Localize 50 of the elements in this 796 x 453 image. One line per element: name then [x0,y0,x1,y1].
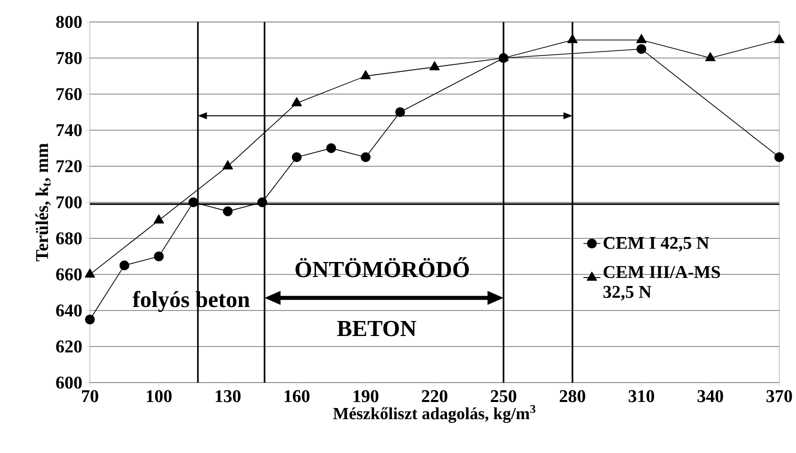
point [188,198,198,208]
y-tick-label: 720 [56,160,82,172]
x-tick-label: 250 [490,390,516,402]
x-tick-label: 220 [422,390,448,402]
point [292,152,302,162]
point [84,268,96,278]
legend-label: CEM I 42,5 N [604,237,710,252]
point [85,314,95,325]
y-tick-label: 600 [56,376,82,389]
y-tick-label: 660 [56,268,82,281]
y-tick-label: 780 [56,52,82,64]
point [567,34,578,44]
point [774,152,784,162]
point [326,144,336,154]
point [154,214,164,224]
point [292,97,302,106]
y-tick-label: 680 [56,232,82,245]
x-tick-label: 70 [82,390,98,402]
x-tick-label: 280 [560,390,586,402]
y-tick-label: 760 [56,88,82,100]
x-tick-label: 370 [766,390,792,402]
point [705,52,716,62]
point [774,34,784,44]
point [119,260,130,271]
y-tick-label: 640 [56,304,82,317]
x-axis-title: Mészkőliszt adagolás, kg/m$^{3}$ [333,405,536,424]
point [636,34,647,44]
point [222,206,233,216]
point [222,160,233,170]
y-tick-label: 800 [56,16,82,28]
x-tick-label: 130 [216,390,241,402]
point [360,152,371,162]
annotation: BETON [337,321,416,336]
y-tick-label: 700 [56,196,82,209]
point [360,70,371,80]
y-axis-title: Terülés, k$_{t}$, mm [35,144,51,262]
x-tick-label: 340 [698,390,724,402]
point [257,198,268,208]
legend-label: CEM III/A-MS 32,5 N [603,266,720,301]
x-tick-label: 160 [284,390,310,402]
point [395,107,406,118]
point [429,61,440,70]
x-tick-label: 310 [628,390,654,402]
point [154,252,164,262]
x-tick-label: 100 [146,390,172,402]
y-tick-label: 620 [56,340,82,353]
point [636,44,646,54]
annotation: ÖNTÖMÖRÖDŐ [296,257,469,278]
y-tick-label: 740 [56,124,82,136]
x-tick-label: 190 [354,390,378,402]
